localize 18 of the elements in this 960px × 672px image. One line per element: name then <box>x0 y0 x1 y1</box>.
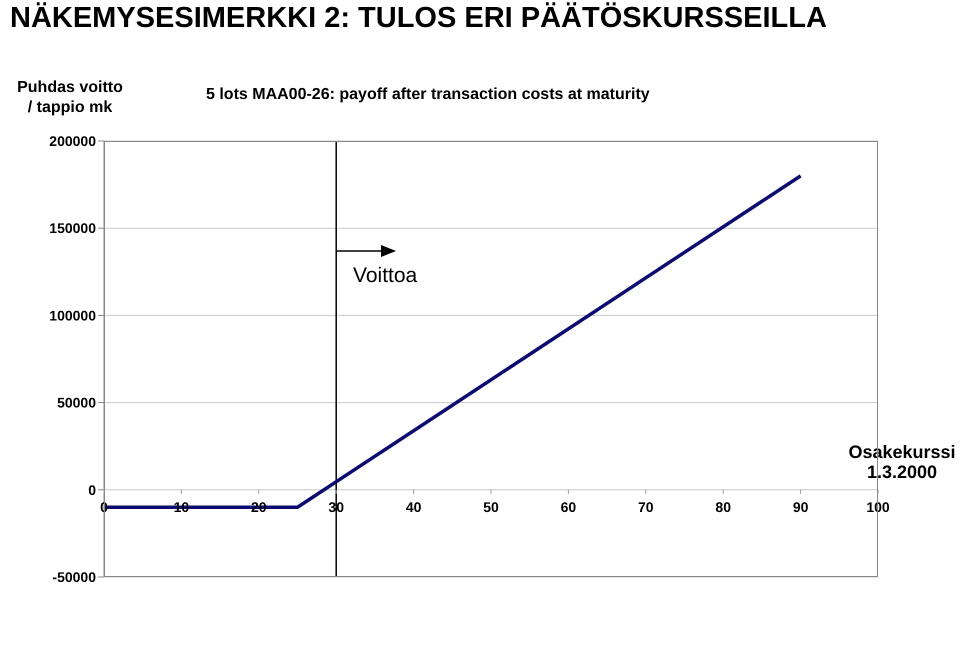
chart-title: NÄKEMYSESIMERKKI 2: TULOS ERI PÄÄTÖSKURSSEILLA <box>10 2 827 35</box>
y-tick-label: 0 <box>88 482 96 498</box>
x-tick-label: 40 <box>406 498 422 515</box>
x-tick-label: 50 <box>483 498 499 515</box>
y-tick-label: -50000 <box>52 568 96 585</box>
x-tick-label: 60 <box>560 498 576 515</box>
x-tick-label: 100 <box>866 498 890 515</box>
x-tick-label: 80 <box>715 498 732 515</box>
y-tick-label: 50000 <box>57 394 96 411</box>
x-axis-title: Osakekurssi 1.3.2000 <box>847 442 957 482</box>
y-tick-label: 100000 <box>49 307 96 324</box>
y-tick-label: 150000 <box>49 220 96 236</box>
annotation: Voittoa <box>353 264 418 288</box>
x-tick-label: 90 <box>792 498 809 515</box>
y-axis-title: Puhdas voitto / tappio mk <box>16 78 124 118</box>
y-tick-label: 200000 <box>49 132 96 149</box>
chart-subtitle: 5 lots MAA00-26: payoff after transaction costs at maturity <box>206 86 650 104</box>
x-tick-label: 70 <box>638 498 654 515</box>
